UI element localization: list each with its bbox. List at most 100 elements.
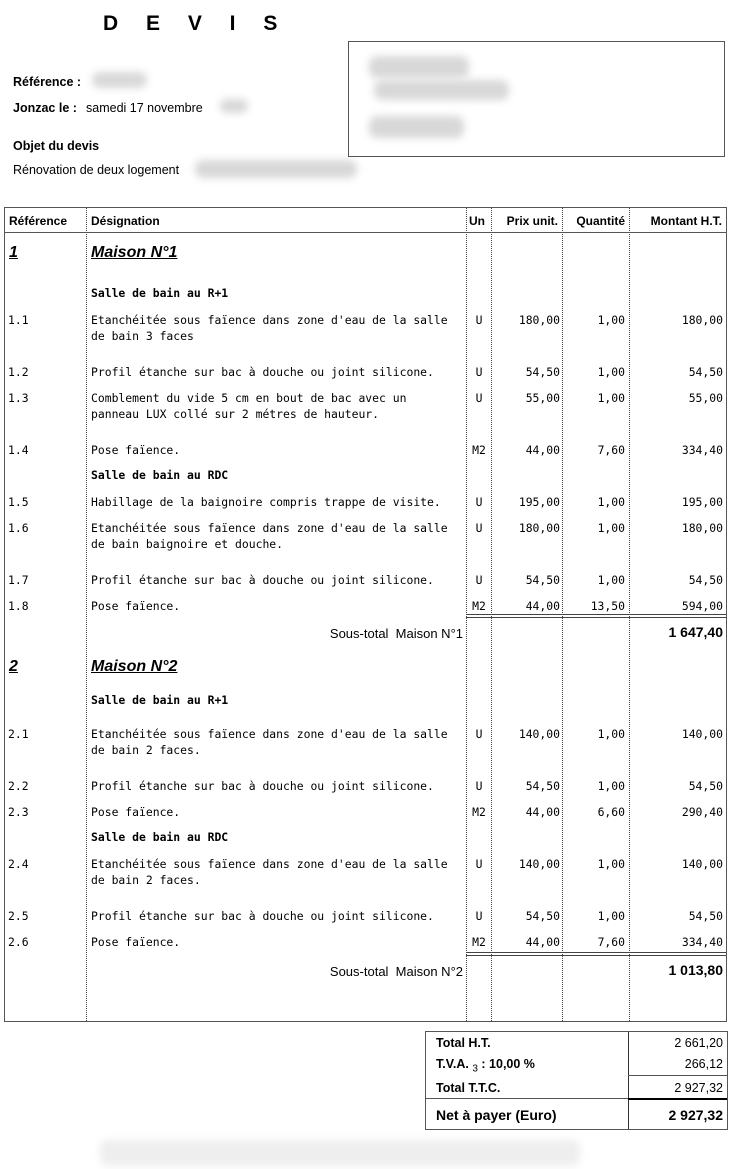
tva-value: 266,12	[684, 1057, 723, 1071]
section-title: Maison N°2	[91, 658, 178, 675]
header-unit: Un	[469, 214, 485, 228]
item-unit-price: 55,00	[525, 391, 560, 405]
item-unit-price: 140,00	[518, 727, 560, 741]
item-unit-price: 44,00	[525, 599, 560, 613]
item-designation: Habillage de la baignoire compris trappe…	[91, 495, 441, 509]
item-reference: 1.7	[8, 573, 29, 587]
subsection-title: Salle de bain au R+1	[91, 693, 229, 707]
item-unit-price: 54,50	[525, 909, 560, 923]
item-unit: U	[475, 779, 483, 793]
item-quantity: 1,00	[597, 365, 625, 379]
tva-label: T.V.A.	[436, 1057, 469, 1071]
item-quantity: 1,00	[597, 909, 625, 923]
item-amount: 180,00	[681, 521, 723, 535]
item-quantity: 6,60	[597, 805, 625, 819]
item-designation: Etanchéitée sous faïence dans zone d'eau…	[91, 857, 448, 887]
item-amount: 594,00	[681, 599, 723, 613]
redacted-footer	[100, 1140, 580, 1166]
item-reference: 1.8	[8, 599, 29, 613]
item-reference: 1.4	[8, 443, 29, 457]
item-reference: 2.6	[8, 935, 29, 949]
header-amount: Montant H.T.	[650, 214, 722, 228]
item-quantity: 1,00	[597, 521, 625, 535]
quote-table: Référence Désignation Un Prix unit. Quantité…	[4, 207, 727, 1022]
item-designation: Profil étanche sur bac à douche ou joint…	[91, 573, 434, 587]
date-value: samedi 17 novembre	[86, 101, 203, 115]
item-amount: 54,50	[688, 573, 723, 587]
redacted-year	[220, 99, 248, 113]
client-address-box	[348, 41, 725, 157]
item-reference: 1.2	[8, 365, 29, 379]
item-amount: 140,00	[681, 857, 723, 871]
item-unit: M2	[472, 599, 486, 613]
item-unit: U	[475, 521, 483, 535]
header-divider	[5, 232, 726, 233]
total-ht-value: 2 661,20	[674, 1036, 723, 1050]
header-reference: Référence	[9, 214, 68, 228]
item-designation: Etanchéitée sous faïence dans zone d'eau…	[91, 727, 448, 757]
item-designation: Etanchéitée sous faïence dans zone d'eau…	[91, 313, 448, 343]
column-divider	[86, 208, 87, 1021]
item-unit: M2	[472, 935, 486, 949]
item-unit: U	[475, 391, 483, 405]
tva-index: 3	[472, 1063, 478, 1075]
item-designation: Pose faïence.	[91, 805, 181, 819]
item-unit: U	[475, 727, 483, 741]
item-amount: 54,50	[688, 365, 723, 379]
header-designation: Désignation	[91, 214, 160, 228]
item-quantity: 1,00	[597, 573, 625, 587]
item-unit: U	[475, 365, 483, 379]
item-amount: 290,40	[681, 805, 723, 819]
section-number: 2	[9, 658, 18, 675]
item-quantity: 1,00	[597, 727, 625, 741]
subtotal-label: Sous-total Maison N°2	[329, 964, 463, 979]
item-reference: 2.4	[8, 857, 29, 871]
header-quantity: Quantité	[576, 214, 625, 228]
item-unit-price: 44,00	[525, 805, 560, 819]
subsection-title: Salle de bain au RDC	[91, 468, 229, 482]
item-quantity: 1,00	[597, 313, 625, 327]
item-unit: U	[475, 909, 483, 923]
item-amount: 54,50	[688, 779, 723, 793]
item-reference: 2.2	[8, 779, 29, 793]
reference-label: Référence :	[13, 75, 82, 89]
item-quantity: 1,00	[597, 391, 625, 405]
item-reference: 1.1	[8, 313, 29, 327]
object-value: Rénovation de deux logement	[13, 163, 180, 177]
subsection-title: Salle de bain au RDC	[91, 830, 229, 844]
item-unit-price: 195,00	[518, 495, 560, 509]
item-unit: U	[475, 495, 483, 509]
item-unit: U	[475, 573, 483, 587]
subtotal-amount: 1 013,80	[668, 962, 724, 978]
total-ttc-value: 2 927,32	[674, 1081, 723, 1095]
net-value: 2 927,32	[668, 1107, 724, 1123]
subtotal-divider	[466, 952, 726, 956]
tva-rate: : 10,00 %	[481, 1057, 535, 1071]
item-unit-price: 180,00	[518, 313, 560, 327]
redacted-reference	[92, 72, 147, 88]
item-unit: U	[475, 313, 483, 327]
page-title: D E V I S	[103, 12, 289, 35]
item-amount: 195,00	[681, 495, 723, 509]
item-unit-price: 44,00	[525, 443, 560, 457]
item-designation: Etanchéitée sous faïence dans zone d'eau…	[91, 521, 448, 551]
item-reference: 2.5	[8, 909, 29, 923]
item-unit: M2	[472, 805, 486, 819]
item-unit-price: 54,50	[525, 573, 560, 587]
net-label: Net à payer (Euro)	[436, 1107, 557, 1123]
subsection-title: Salle de bain au R+1	[91, 286, 229, 300]
item-designation: Profil étanche sur bac à douche ou joint…	[91, 779, 434, 793]
item-designation: Profil étanche sur bac à douche ou joint…	[91, 909, 434, 923]
item-quantity: 1,00	[597, 495, 625, 509]
item-amount: 334,40	[681, 443, 723, 457]
subtotal-amount: 1 647,40	[668, 624, 724, 640]
item-unit-price: 44,00	[525, 935, 560, 949]
total-ttc-label: Total T.T.C.	[436, 1081, 501, 1095]
item-designation: Comblement du vide 5 cm en bout de bac a…	[91, 391, 407, 421]
item-designation: Pose faïence.	[91, 935, 181, 949]
item-amount: 334,40	[681, 935, 723, 949]
redacted-object	[195, 160, 357, 178]
item-unit-price: 54,50	[525, 779, 560, 793]
item-amount: 54,50	[688, 909, 723, 923]
total-ht-label: Total H.T.	[436, 1036, 491, 1050]
